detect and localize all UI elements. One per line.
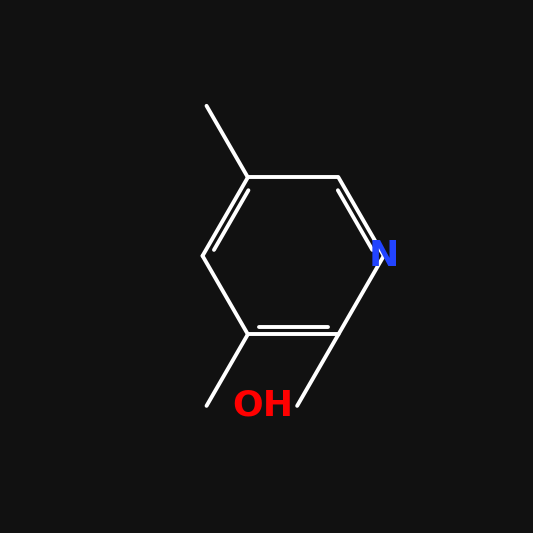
Text: N: N xyxy=(369,239,399,273)
Text: OH: OH xyxy=(232,389,293,423)
